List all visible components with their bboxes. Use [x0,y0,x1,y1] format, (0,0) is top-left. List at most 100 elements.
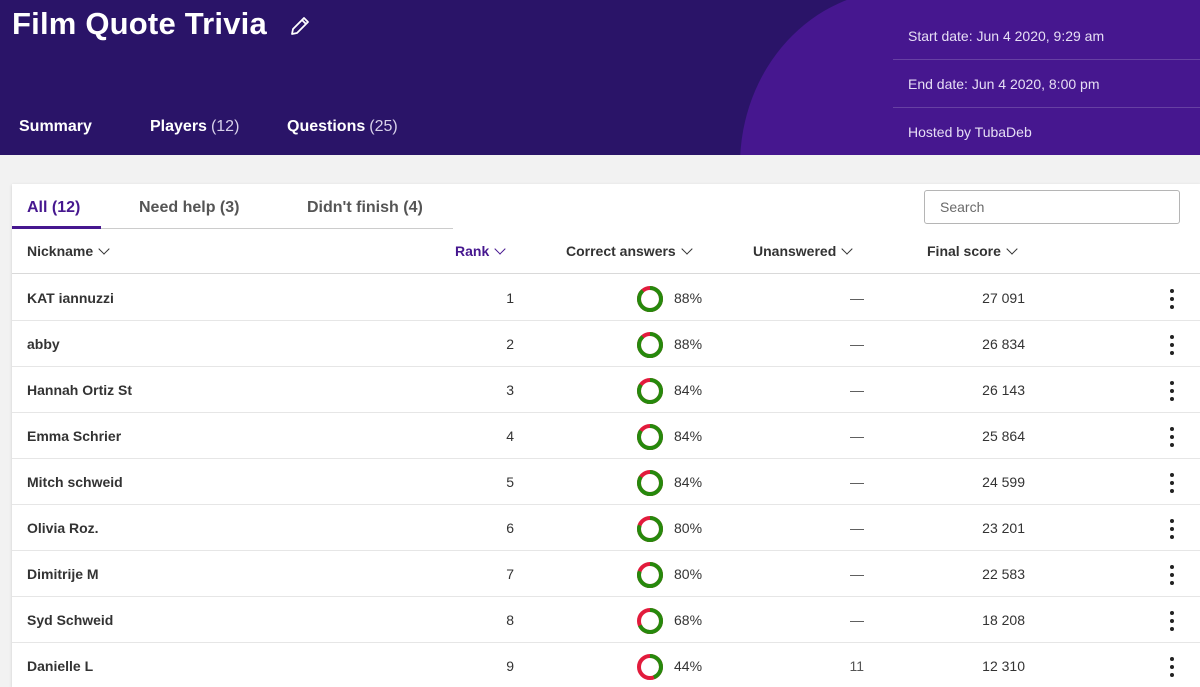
table-row[interactable]: Hannah Ortiz St 3 84% — 26 143 [12,367,1200,413]
correct-answers-donut [637,516,663,542]
player-nickname: KAT iannuzzi [27,290,114,306]
player-rank: 5 [506,474,514,490]
chevron-down-icon [841,243,853,255]
correct-answers-percent: 88% [674,290,703,306]
tab-questions[interactable]: Questions (25) [287,118,398,155]
correct-answers-percent: 80% [674,566,703,582]
quiz-title: Film Quote Trivia [12,6,267,41]
player-rank: 3 [506,382,514,398]
player-filter-tabs: All (12) Need help (3) Didn't finish (4) [12,184,453,229]
correct-answers-percent: 88% [674,336,703,352]
end-date: End date: Jun 4 2020, 8:00 pm [893,60,1200,108]
player-rank: 2 [506,336,514,352]
table-row[interactable]: abby 2 88% — 26 834 [12,321,1200,367]
column-unanswered[interactable]: Unanswered [753,243,853,259]
report-header: Film Quote Trivia Summary Players (12) Qu… [0,0,1200,155]
correct-answers-percent: 84% [674,382,703,398]
correct-answers-donut [637,562,663,588]
chevron-down-icon [1006,243,1018,255]
player-nickname: abby [27,336,60,352]
active-filter-indicator [12,226,101,229]
final-score: 26 834 [982,336,1025,352]
final-score: 18 208 [982,612,1025,628]
final-score: 22 583 [982,566,1025,582]
table-row[interactable]: KAT iannuzzi 1 88% — 27 091 [12,275,1200,321]
correct-answers-percent: 84% [674,474,703,490]
host: Hosted by TubaDeb [908,124,1032,140]
tab-players-count: (12) [210,118,240,135]
more-options-icon[interactable] [1162,563,1182,587]
player-nickname: Hannah Ortiz St [27,382,133,398]
unanswered-count: — [850,474,864,490]
player-rank: 8 [506,612,514,628]
unanswered-count: — [850,428,864,444]
correct-answers-donut [637,608,663,634]
player-rank: 7 [506,566,514,582]
filter-all[interactable]: All (12) [27,199,81,216]
unanswered-count: — [850,520,864,536]
filter-need-help[interactable]: Need help (3) [139,199,240,216]
column-nickname-label: Nickname [27,243,94,259]
more-options-icon[interactable] [1162,379,1182,403]
players-card: All (12) Need help (3) Didn't finish (4)… [12,184,1200,687]
more-options-icon[interactable] [1162,287,1182,311]
chevron-down-icon [494,243,506,255]
table-row[interactable]: Emma Schrier 4 84% — 25 864 [12,413,1200,459]
more-options-icon[interactable] [1162,471,1182,495]
more-options-icon[interactable] [1162,517,1182,541]
table-row[interactable]: Mitch schweid 5 84% — 24 599 [12,459,1200,505]
tab-players-label: Players [150,118,207,135]
more-options-icon[interactable] [1162,425,1182,449]
player-rank: 9 [506,658,514,674]
final-score: 24 599 [982,474,1025,490]
tab-questions-label: Questions [287,118,366,135]
correct-answers-donut [637,332,663,358]
unanswered-count: — [850,382,864,398]
start-date: Start date: Jun 4 2020, 9:29 am [893,12,1200,60]
players-table-body: KAT iannuzzi 1 88% — 27 091 abby 2 88% —… [12,275,1200,687]
correct-answers-percent: 80% [674,520,703,536]
unanswered-count: — [850,566,864,582]
pencil-icon[interactable] [288,14,312,38]
table-row[interactable]: Syd Schweid 8 68% — 18 208 [12,597,1200,643]
tab-summary-label: Summary [19,118,92,135]
correct-answers-percent: 84% [674,428,703,444]
filter-didnt-finish[interactable]: Didn't finish (4) [307,199,423,216]
final-score: 26 143 [982,382,1025,398]
unanswered-count: — [850,612,864,628]
column-rank-label: Rank [455,243,490,259]
search-input[interactable] [924,190,1180,224]
player-nickname: Mitch schweid [27,474,123,490]
more-options-icon[interactable] [1162,609,1182,633]
column-rank[interactable]: Rank [455,243,506,259]
table-row[interactable]: Danielle L 9 44% 11 12 310 [12,643,1200,687]
tab-summary[interactable]: Summary [19,118,92,155]
player-rank: 6 [506,520,514,536]
player-nickname: Danielle L [27,658,94,674]
table-row[interactable]: Olivia Roz. 6 80% — 23 201 [12,505,1200,551]
column-correct-answers[interactable]: Correct answers [566,243,693,259]
player-rank: 1 [506,290,514,306]
final-score: 27 091 [982,290,1025,306]
more-options-icon[interactable] [1162,655,1182,679]
final-score: 25 864 [982,428,1025,444]
more-options-icon[interactable] [1162,333,1182,357]
tab-questions-count: (25) [369,118,398,135]
correct-answers-percent: 44% [674,658,703,674]
column-final-score-label: Final score [927,243,1001,259]
info-panel: Start date: Jun 4 2020, 9:29 am End date… [893,0,1200,155]
chevron-down-icon [681,243,693,255]
column-unanswered-label: Unanswered [753,243,837,259]
chevron-down-icon [98,243,110,255]
correct-answers-donut [637,378,663,404]
column-final-score[interactable]: Final score [927,243,1018,259]
column-nickname[interactable]: Nickname [27,243,110,259]
tab-players[interactable]: Players (12) [150,118,239,155]
unanswered-count: 11 [849,658,864,674]
correct-answers-percent: 68% [674,612,703,628]
player-nickname: Dimitrije M [27,566,99,582]
correct-answers-donut [637,424,663,450]
correct-answers-donut [637,470,663,496]
table-row[interactable]: Dimitrije M 7 80% — 22 583 [12,551,1200,597]
table-header: Nickname Rank Correct answers Unanswered… [12,229,1200,274]
